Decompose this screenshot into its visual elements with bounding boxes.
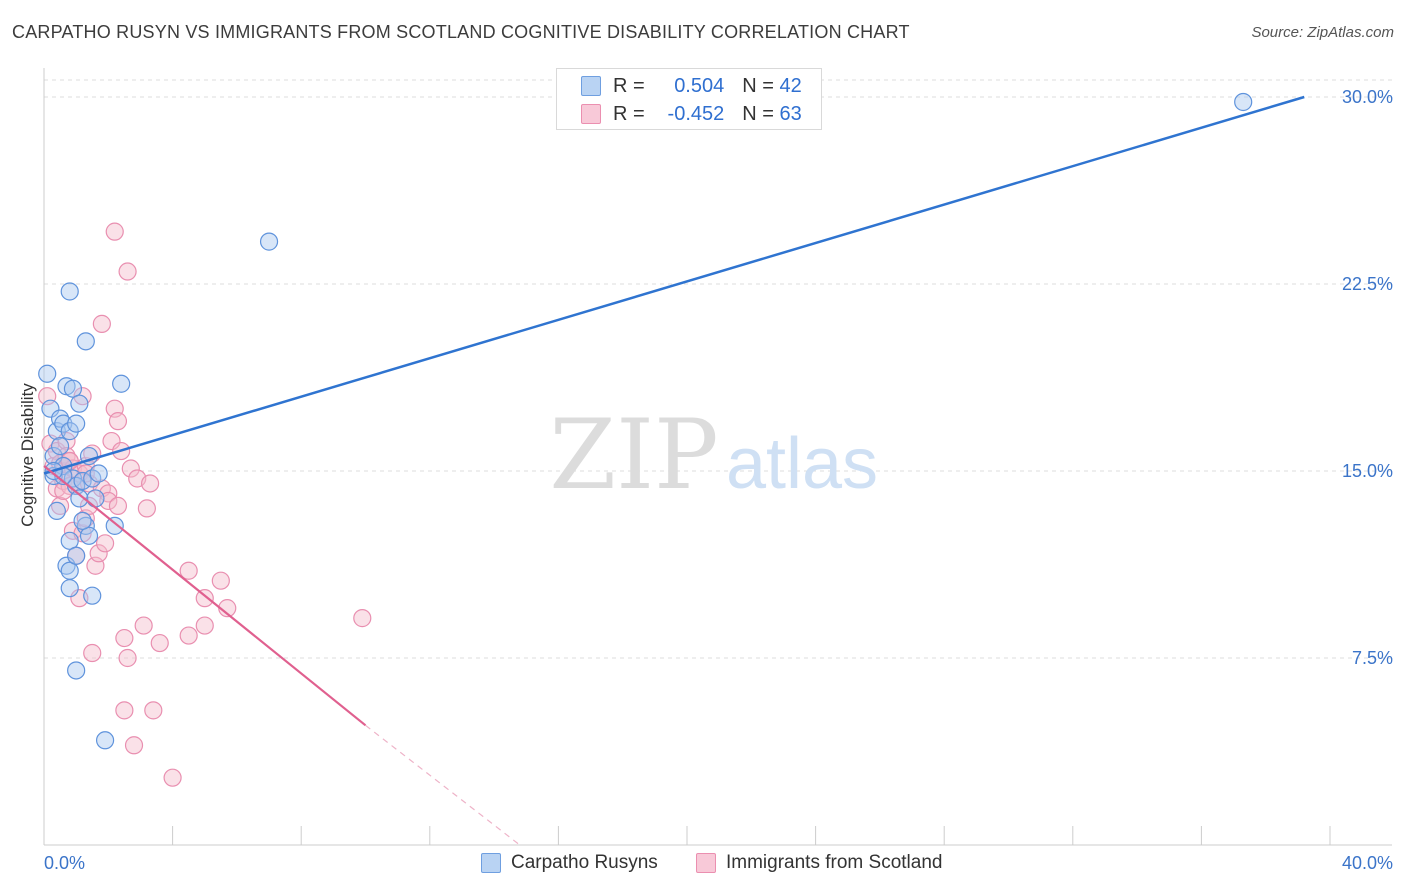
- legend-swatch-blue: [581, 76, 601, 96]
- data-point-scotland: [195, 589, 214, 608]
- x-tick-label: 0.0%: [44, 853, 85, 873]
- data-point-scotland: [115, 701, 134, 720]
- trend-line-scotland-extension: [365, 724, 521, 846]
- legend-r-value: -0.452: [667, 102, 725, 125]
- data-point-carpatho: [60, 422, 79, 441]
- legend-n-label: N =: [742, 74, 774, 97]
- data-point-carpatho: [38, 364, 57, 383]
- data-point-scotland: [195, 616, 214, 635]
- data-point-scotland: [79, 496, 99, 516]
- data-point-carpatho: [73, 511, 92, 530]
- watermark-atlas: atlas: [726, 424, 878, 504]
- x-tick-label: 40.0%: [1342, 853, 1393, 873]
- tick-labels: 7.5% 15.0% 22.5% 30.0% 0.0% 40.0%: [44, 87, 1393, 873]
- data-point-scotland: [105, 222, 124, 241]
- data-point-carpatho: [89, 464, 108, 483]
- series-carpatho-rusyns: [38, 92, 1253, 750]
- data-point-carpatho: [47, 501, 66, 520]
- data-point-scotland: [150, 633, 169, 653]
- data-point-scotland: [115, 628, 134, 648]
- axes: [43, 68, 1392, 846]
- data-point-scotland: [95, 534, 115, 553]
- watermark: ZIP atlas: [549, 399, 878, 511]
- data-point-carpatho: [83, 586, 102, 605]
- trend-line-scotland: [43, 465, 367, 727]
- trend-line-carpatho: [43, 95, 1305, 475]
- data-point-scotland: [102, 431, 121, 451]
- data-point-scotland: [121, 459, 140, 478]
- data-point-carpatho: [41, 399, 60, 418]
- data-point-carpatho: [86, 489, 105, 508]
- data-point-carpatho: [76, 332, 95, 351]
- legend-row-blue: R = 0.504 N = 42: [581, 74, 802, 98]
- data-point-scotland: [50, 496, 70, 516]
- legend-row-pink: R = -0.452 N = 63: [581, 102, 802, 126]
- data-point-carpatho: [57, 556, 76, 575]
- bottom-legend-swatch-blue: [481, 853, 501, 873]
- trend-lines: [43, 95, 1305, 846]
- source-label: Source: ZipAtlas.com: [1251, 24, 1394, 41]
- legend-swatch-pink: [581, 104, 601, 124]
- y-tick-label: 15.0%: [1342, 461, 1393, 481]
- data-point-carpatho: [105, 516, 124, 535]
- data-point-scotland: [353, 609, 372, 628]
- data-point-scotland: [108, 412, 128, 431]
- data-point-carpatho: [76, 516, 95, 535]
- legend-r-value: 0.504: [674, 74, 725, 97]
- data-point-carpatho: [259, 232, 279, 251]
- data-point-scotland: [108, 496, 128, 516]
- data-point-scotland: [137, 499, 156, 518]
- watermark-zip: ZIP: [549, 399, 718, 511]
- data-point-carpatho: [79, 526, 99, 545]
- y-tick-label: 22.5%: [1342, 274, 1393, 294]
- data-point-scotland: [118, 262, 137, 281]
- stats-legend: R = 0.504 N = 42 R = -0.452 N = 63: [556, 68, 822, 130]
- data-point-carpatho: [1234, 92, 1253, 112]
- y-tick-label: 7.5%: [1352, 648, 1393, 668]
- data-point-carpatho: [70, 489, 89, 508]
- data-point-carpatho: [112, 374, 131, 393]
- data-point-scotland: [179, 561, 198, 580]
- data-point-scotland: [92, 314, 111, 333]
- data-point-carpatho: [67, 661, 86, 680]
- data-point-scotland: [179, 626, 198, 645]
- data-point-carpatho: [63, 379, 83, 398]
- data-point-carpatho: [60, 579, 79, 598]
- bottom-legend-label-blue: Carpatho Rusyns: [511, 852, 658, 873]
- data-point-carpatho: [60, 531, 79, 550]
- legend-n-label: N =: [742, 102, 774, 125]
- data-point-scotland: [144, 701, 163, 720]
- data-point-carpatho: [67, 414, 86, 433]
- data-point-scotland: [124, 736, 144, 755]
- bottom-legend-carpatho: Carpatho Rusyns: [481, 852, 658, 874]
- data-point-carpatho: [50, 436, 70, 456]
- data-point-scotland: [211, 571, 230, 590]
- bottom-legend-swatch-pink: [696, 853, 716, 873]
- y-tick-label: 30.0%: [1342, 87, 1393, 107]
- data-point-scotland: [163, 768, 182, 787]
- data-point-scotland: [140, 474, 160, 493]
- bottom-legend-scotland: Immigrants from Scotland: [696, 852, 942, 874]
- bottom-legend-label-pink: Immigrants from Scotland: [726, 852, 943, 873]
- data-point-carpatho: [95, 731, 115, 750]
- legend-r-label: R =: [613, 74, 645, 97]
- data-point-carpatho: [54, 414, 73, 433]
- series-immigrants-from-scotland: [38, 222, 372, 787]
- legend-r-label: R =: [613, 102, 645, 125]
- legend-n-value: 63: [779, 102, 802, 125]
- data-point-scotland: [118, 648, 137, 668]
- data-point-carpatho: [67, 546, 86, 565]
- data-point-scotland: [89, 544, 108, 563]
- data-point-scotland: [134, 616, 153, 635]
- data-point-scotland: [83, 643, 102, 663]
- chart-title: CARPATHO RUSYN VS IMMIGRANTS FROM SCOTLA…: [12, 22, 910, 42]
- data-point-carpatho: [70, 394, 89, 413]
- legend-n-value: 42: [779, 74, 802, 97]
- grid-lines: [44, 79, 1392, 659]
- data-point-carpatho: [60, 282, 79, 301]
- data-point-carpatho: [44, 446, 63, 466]
